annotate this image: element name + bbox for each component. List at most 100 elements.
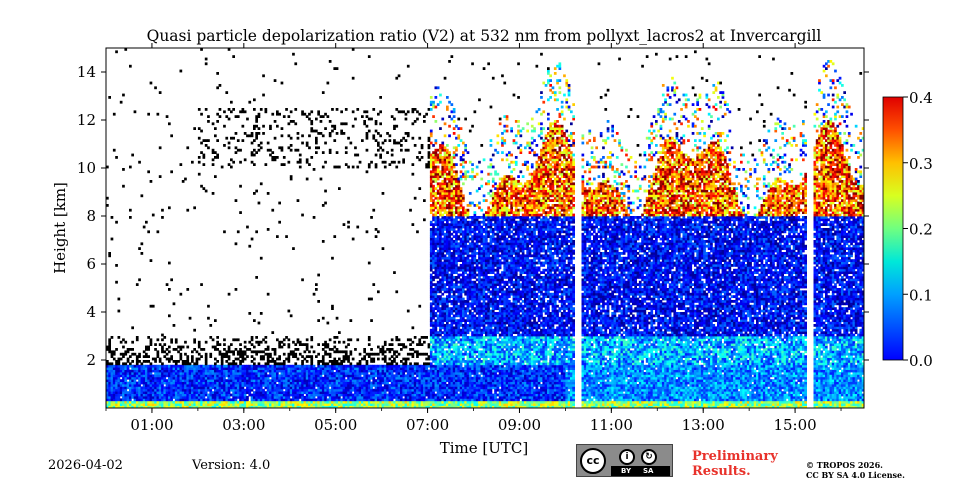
depol-cell xyxy=(145,398,148,402)
depol-cell xyxy=(225,403,229,406)
depol-cell xyxy=(409,364,412,368)
depol-cell xyxy=(446,184,449,188)
depol-cell xyxy=(326,393,330,397)
depol-cell xyxy=(119,340,123,344)
depol-cell xyxy=(239,184,242,188)
depol-cell xyxy=(122,168,125,171)
depol-cell xyxy=(455,276,458,279)
depol-cell xyxy=(439,175,442,178)
depol-cell xyxy=(328,120,332,123)
depol-cell xyxy=(273,381,277,385)
depol-cell xyxy=(344,108,348,111)
depol-cell xyxy=(188,405,192,408)
depol-cell xyxy=(276,124,279,128)
depol-cell xyxy=(324,352,327,356)
depol-cell xyxy=(216,372,219,375)
depol-cell xyxy=(135,403,139,406)
depol-cell xyxy=(411,400,415,404)
depol-cell xyxy=(455,208,458,212)
depol-cell xyxy=(349,400,353,404)
depol-cell xyxy=(411,379,415,382)
depol-cell xyxy=(409,388,412,392)
depol-cell xyxy=(204,189,208,193)
depol-cell xyxy=(289,381,293,385)
depol-cell xyxy=(163,350,167,354)
depol-cell xyxy=(170,393,173,397)
depol-cell xyxy=(161,376,164,380)
depol-cell xyxy=(172,393,176,397)
depol-cell xyxy=(434,295,438,298)
depol-cell xyxy=(450,196,454,200)
depol-cell xyxy=(432,160,435,164)
depol-cell xyxy=(441,208,445,212)
depol-cell xyxy=(420,144,424,147)
depol-cell xyxy=(439,343,442,346)
depol-cell xyxy=(356,405,360,408)
depol-cell xyxy=(112,384,116,387)
depol-cell xyxy=(356,400,360,404)
depol-cell xyxy=(331,374,334,378)
depol-cell xyxy=(356,364,360,368)
depol-cell xyxy=(246,355,249,358)
depol-cell xyxy=(448,273,451,277)
depol-cell xyxy=(432,388,435,392)
depol-cell xyxy=(443,379,447,382)
depol-cell xyxy=(344,364,348,368)
depol-cell xyxy=(358,400,362,404)
depol-cell xyxy=(289,393,293,397)
depol-cell xyxy=(367,364,371,368)
depol-cell xyxy=(340,372,343,375)
depol-cell xyxy=(427,160,431,164)
depol-cell xyxy=(165,379,169,382)
depol-cell xyxy=(184,396,187,399)
depol-cell xyxy=(246,396,249,399)
depol-cell xyxy=(448,352,451,356)
depol-cell xyxy=(436,232,440,236)
depol-cell xyxy=(381,148,385,152)
depol-cell xyxy=(452,386,456,390)
depol-cell xyxy=(436,168,440,171)
depol-cell xyxy=(404,148,408,152)
depol-cell xyxy=(259,372,263,375)
depol-cell xyxy=(443,400,447,404)
depol-cell xyxy=(156,350,160,354)
depol-cell xyxy=(450,316,454,320)
depol-cell xyxy=(232,388,235,392)
depol-cell xyxy=(220,362,224,366)
depol-cell xyxy=(443,216,447,219)
depol-cell xyxy=(446,290,449,294)
depol-cell xyxy=(441,182,445,186)
depol-cell xyxy=(427,376,431,380)
depol-cell xyxy=(197,127,201,130)
depol-cell xyxy=(404,376,408,380)
depol-cell xyxy=(455,184,458,188)
depol-cell xyxy=(443,172,447,176)
depol-cell xyxy=(340,393,343,397)
depol-cell xyxy=(450,252,454,255)
depol-cell xyxy=(133,364,137,368)
depol-cell xyxy=(354,146,357,150)
depol-cell xyxy=(117,336,121,339)
depol-cell xyxy=(298,158,302,162)
depol-cell xyxy=(432,307,435,310)
depol-cell xyxy=(351,388,355,392)
depol-cell xyxy=(390,376,394,380)
depol-cell xyxy=(181,180,185,183)
depol-cell xyxy=(321,386,325,390)
depol-cell xyxy=(289,314,293,318)
depol-cell xyxy=(282,403,286,406)
depol-cell xyxy=(145,348,148,351)
depol-cell xyxy=(115,264,118,267)
depol-cell xyxy=(280,384,284,387)
depol-cell xyxy=(112,148,116,152)
depol-cell xyxy=(356,108,360,111)
depol-cell xyxy=(365,360,369,363)
depol-cell xyxy=(204,400,208,404)
depol-cell xyxy=(455,288,458,291)
depol-cell xyxy=(195,386,199,390)
depol-cell xyxy=(296,388,300,392)
depol-cell xyxy=(374,165,378,169)
depol-cell xyxy=(273,386,277,390)
depol-cell xyxy=(151,384,155,387)
depol-cell xyxy=(285,398,288,402)
